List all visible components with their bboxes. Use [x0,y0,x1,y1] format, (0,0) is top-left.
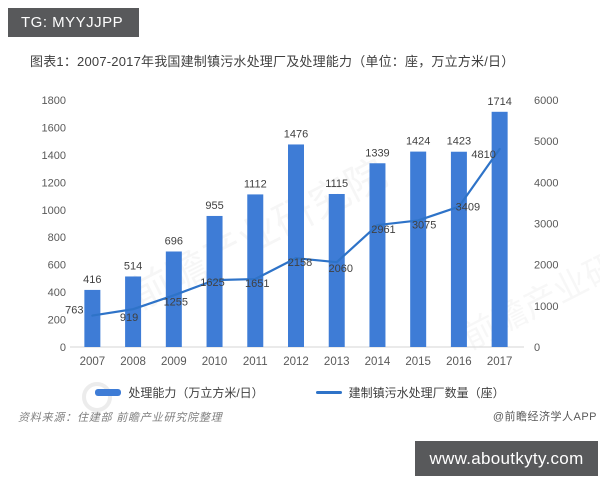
left-axis-tick-label: 1600 [42,122,66,134]
x-axis-label: 2007 [80,356,106,368]
line-value-label: 2158 [288,257,312,269]
bar-2012 [288,144,304,347]
x-axis-label: 2014 [365,356,391,368]
line-value-label: 919 [120,312,138,324]
legend-item-plants: 建制镇污水处理厂数量（座） [315,384,505,401]
chart-plot: 前瞻产业研究院前瞻产业研究院02004006008001000120014001… [41,95,600,412]
bar-value-label: 514 [124,260,142,272]
left-axis-tick-label: 200 [48,315,66,327]
bar-2014 [369,163,386,347]
bar-value-label: 1115 [325,178,348,190]
bar-value-label: 1714 [487,96,511,108]
left-axis-tick-label: 1000 [42,205,66,217]
tg-badge: TG: MYYJJPP [8,8,140,37]
legend-plants-label: 建制镇污水处理厂数量（座） [348,386,505,400]
left-axis-tick-label: 1800 [42,95,66,107]
data-source-note: 资料来源：住建部 前瞻产业研究院整理 [18,412,223,424]
x-axis-label: 2016 [446,356,472,368]
bar-value-label: 1423 [447,136,471,148]
x-axis-label: 2013 [324,356,350,368]
line-value-label: 3075 [412,219,436,231]
x-axis-label: 2008 [120,356,146,368]
x-axis-label: 2010 [202,356,228,368]
right-axis-tick-label: 4000 [534,177,558,189]
bar-value-label: 1476 [284,128,308,140]
bar-2016 [450,151,467,347]
watermark-logo-icon [82,382,112,412]
right-axis-tick-label: 2000 [534,260,558,272]
line-value-label: 4810 [471,149,495,161]
left-axis-tick-label: 800 [48,232,66,244]
bar-2017 [491,111,508,347]
bar-2013 [328,193,345,347]
line-value-label: 2961 [371,224,395,236]
right-axis-tick-label: 6000 [534,95,558,107]
right-axis-tick-label: 0 [534,342,540,354]
line-value-label: 1651 [245,278,269,290]
bar-2011 [247,194,264,347]
bar-value-label: 1424 [406,136,430,148]
line-value-label: 1625 [200,277,224,289]
legend-item-capacity: 处理能力（万立方米/日） [95,384,264,401]
x-axis-label: 2012 [283,356,309,368]
bar-value-label: 696 [165,235,183,247]
right-axis-tick-label: 3000 [534,219,558,231]
line-series [91,147,501,317]
line-value-label: 1255 [164,296,188,308]
left-axis-tick-label: 0 [60,342,66,354]
bar-value-label: 1112 [244,178,267,190]
watermark-text: 前瞻产业研究院 [456,215,600,357]
right-axis-tick-label: 5000 [534,136,558,148]
site-url-banner: www.aboutkyty.com [415,441,598,476]
legend-line-swatch-icon [315,391,342,394]
left-axis-tick-label: 600 [48,260,66,272]
chart-legend: 处理能力（万立方米/日） 建制镇污水处理厂数量（座） [0,384,600,401]
bar-value-label: 955 [205,200,223,212]
left-axis-tick-label: 1400 [42,150,66,162]
left-axis-tick-label: 400 [48,287,66,299]
combo-chart-svg: 前瞻产业研究院前瞻产业研究院02004006008001000120014001… [41,95,600,412]
x-axis-label: 2017 [487,356,513,368]
bar-2008 [125,276,142,347]
right-axis-tick-label: 1000 [534,301,558,313]
bar-2010 [206,215,223,347]
bar-2015 [410,151,427,347]
line-value-label: 763 [65,305,83,317]
left-axis-tick-label: 1200 [42,177,66,189]
x-axis-label: 2011 [243,356,268,368]
legend-capacity-label: 处理能力（万立方米/日） [128,386,264,400]
bar-value-label: 416 [83,274,101,286]
credit-note: @前瞻经济学人APP [492,411,597,423]
x-axis-label: 2009 [161,356,187,368]
legend-bar-swatch-icon [95,389,122,396]
line-value-label: 2060 [328,263,352,275]
x-axis-label: 2015 [405,356,431,368]
bar-2007 [84,289,101,347]
bar-2009 [165,251,182,347]
line-value-label: 3409 [456,202,480,214]
bar-value-label: 1339 [365,147,389,159]
chart-title: 图表1：2007-2017年我国建制镇污水处理厂及处理能力（单位：座，万立方米/… [30,54,515,69]
